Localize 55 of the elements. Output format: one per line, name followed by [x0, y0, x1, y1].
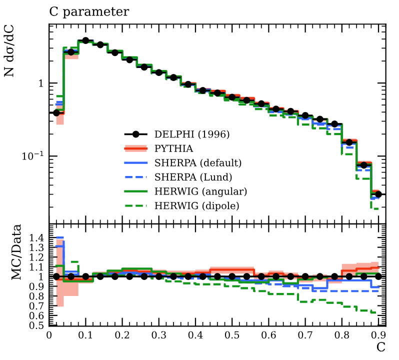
point: [346, 138, 353, 146]
y-tick-label: 0.7: [29, 302, 44, 310]
legend-label: PYTHIA: [154, 144, 194, 152]
point: [258, 100, 265, 108]
x-tick-label: 0.6: [262, 331, 276, 339]
point: [287, 108, 294, 115]
point: [52, 109, 60, 116]
x-axis-title: C: [376, 342, 386, 352]
point: [331, 120, 338, 128]
y-tick-label: 1.4: [30, 234, 44, 242]
chart-title: C parameter: [50, 6, 130, 18]
point: [68, 48, 75, 56]
y-tick-label: 1.2: [30, 254, 44, 261]
x-tick-label: 0.1: [78, 331, 92, 339]
x-tick-label: 0: [46, 331, 52, 339]
y-tick-label: 0.8: [29, 292, 44, 300]
point: [302, 112, 309, 119]
point: [155, 69, 162, 76]
x-tick-label: 0.5: [225, 331, 240, 339]
y-tick-label: 1: [39, 272, 43, 280]
point: [170, 74, 178, 81]
y-tick-label: 0.6: [29, 312, 44, 320]
x-tick-label: 0.7: [298, 331, 312, 339]
point: [111, 49, 118, 56]
y-axis-title: N dσ/dC: [4, 24, 14, 77]
point: [316, 116, 324, 123]
y-tick-label: 1: [39, 80, 43, 87]
x-tick-label: 0.4: [188, 331, 203, 339]
x-tick-label: 0.2: [115, 331, 130, 339]
x-tick-label: 0.9: [371, 331, 386, 339]
point: [96, 41, 104, 48]
point: [82, 37, 90, 44]
legend-label: HERWIG (dipole): [154, 202, 239, 212]
point: [375, 190, 382, 198]
point: [140, 64, 148, 71]
point: [184, 80, 192, 88]
point: [360, 162, 368, 169]
legend-label: HERWIG (angular): [154, 187, 247, 197]
y-tick-label: 10$^{−1}$: [22, 151, 44, 160]
x-tick-label: 0.8: [334, 331, 349, 339]
y-tick-label: 0.9: [29, 282, 44, 290]
point: [243, 96, 250, 104]
legend-label: SHERPA (Lund): [155, 173, 232, 182]
y-axis-title: MC/Data: [11, 224, 22, 280]
point: [228, 94, 236, 101]
x-tick-label: 0.3: [152, 331, 166, 339]
point: [126, 56, 134, 64]
point: [272, 106, 280, 113]
y-tick-label: 0.5: [29, 322, 44, 330]
legend-label: SHERPA (default): [155, 158, 242, 168]
legend-label: DELPHI (1996): [154, 130, 230, 140]
y-tick-label: 1.3: [30, 244, 44, 252]
point: [214, 90, 221, 96]
point: [199, 87, 206, 94]
y-tick-label: 1.1: [30, 263, 43, 271]
